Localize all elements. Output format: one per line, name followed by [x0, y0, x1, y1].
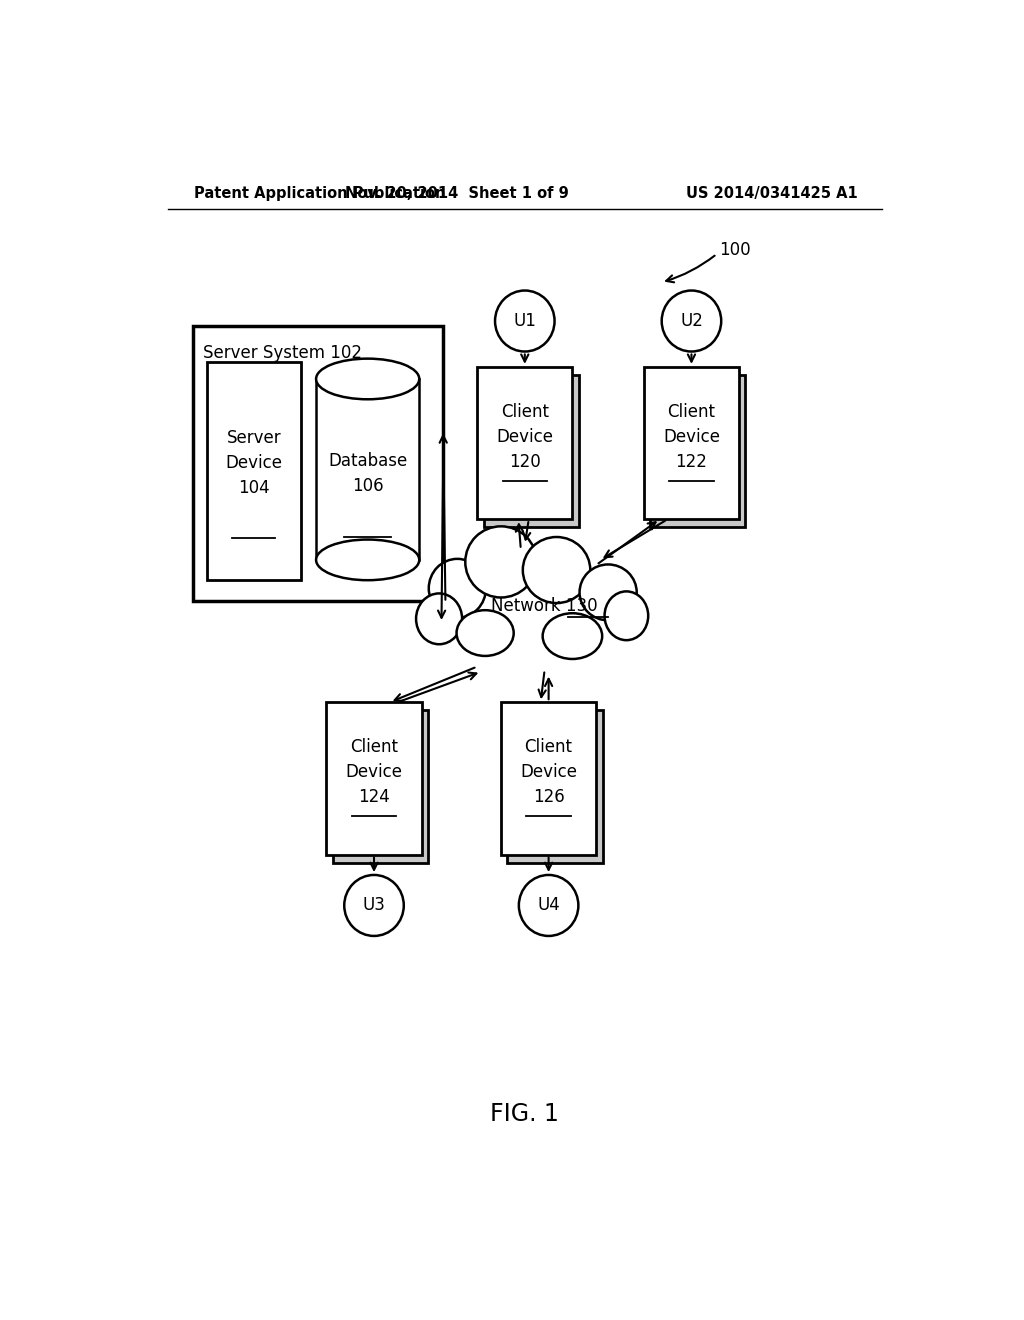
Ellipse shape	[416, 594, 462, 644]
Bar	[316, 379, 419, 560]
Ellipse shape	[523, 537, 590, 603]
Text: U2: U2	[680, 312, 702, 330]
Text: Database
106: Database 106	[328, 453, 408, 495]
Ellipse shape	[316, 359, 419, 399]
Ellipse shape	[429, 558, 486, 618]
Text: Server System 102: Server System 102	[203, 345, 361, 363]
Ellipse shape	[344, 875, 403, 936]
Ellipse shape	[465, 527, 537, 598]
Ellipse shape	[316, 540, 419, 581]
FancyBboxPatch shape	[194, 326, 443, 601]
Text: 100: 100	[719, 240, 751, 259]
Text: Client
Device
124: Client Device 124	[345, 738, 402, 807]
Text: Client
Device
122: Client Device 122	[663, 403, 720, 471]
FancyBboxPatch shape	[327, 702, 422, 854]
Ellipse shape	[543, 614, 602, 659]
Ellipse shape	[519, 875, 579, 936]
Ellipse shape	[495, 290, 555, 351]
Ellipse shape	[604, 591, 648, 640]
FancyBboxPatch shape	[333, 710, 428, 863]
Ellipse shape	[457, 610, 514, 656]
FancyBboxPatch shape	[207, 362, 301, 581]
Text: Network 130: Network 130	[492, 597, 598, 615]
Text: Client
Device
120: Client Device 120	[497, 403, 553, 471]
FancyBboxPatch shape	[650, 375, 745, 528]
FancyBboxPatch shape	[507, 710, 602, 863]
Text: Patent Application Publication: Patent Application Publication	[194, 186, 445, 202]
Text: Server
Device
104: Server Device 104	[225, 429, 283, 496]
Text: U3: U3	[362, 896, 385, 915]
Text: U1: U1	[513, 312, 537, 330]
Text: FIG. 1: FIG. 1	[490, 1102, 559, 1126]
Text: Nov. 20, 2014  Sheet 1 of 9: Nov. 20, 2014 Sheet 1 of 9	[345, 186, 569, 202]
FancyBboxPatch shape	[644, 367, 739, 519]
Ellipse shape	[580, 565, 637, 620]
FancyBboxPatch shape	[501, 702, 596, 854]
FancyBboxPatch shape	[483, 375, 579, 528]
Text: Client
Device
126: Client Device 126	[520, 738, 578, 807]
Text: US 2014/0341425 A1: US 2014/0341425 A1	[686, 186, 858, 202]
FancyBboxPatch shape	[477, 367, 572, 519]
Text: U4: U4	[538, 896, 560, 915]
Ellipse shape	[443, 582, 626, 659]
Ellipse shape	[662, 290, 721, 351]
